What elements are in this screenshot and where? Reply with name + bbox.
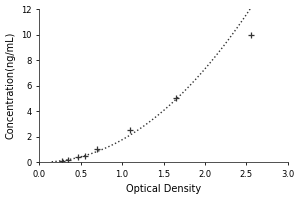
Y-axis label: Concentration(ng/mL): Concentration(ng/mL) <box>6 32 16 139</box>
X-axis label: Optical Density: Optical Density <box>126 184 201 194</box>
